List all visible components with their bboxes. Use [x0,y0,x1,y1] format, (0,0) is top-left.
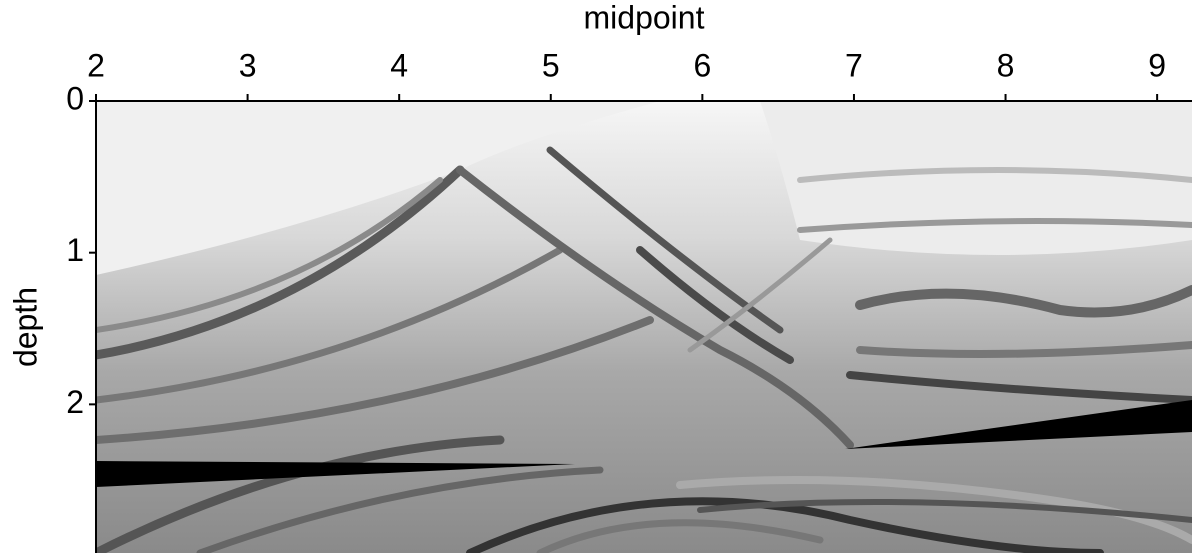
seismic-image [96,101,1192,553]
y-axis-label: depth [7,287,43,367]
y-tick-label: 1 [66,232,84,268]
x-tick-label: 3 [239,47,257,83]
x-tick-label: 2 [87,47,105,83]
x-tick-label: 8 [997,47,1015,83]
y-tick-label: 0 [66,80,84,116]
chart: midpoint depth 2 3 4 5 6 7 8 9 0 1 2 [0,0,1192,558]
x-tick-label: 7 [845,47,863,83]
y-tick-label: 2 [66,384,84,420]
x-tick-label: 5 [542,47,560,83]
x-tick-label: 4 [390,47,408,83]
x-tick-label: 6 [693,47,711,83]
x-tick-label: 9 [1148,47,1166,83]
x-axis-label: midpoint [584,0,705,35]
